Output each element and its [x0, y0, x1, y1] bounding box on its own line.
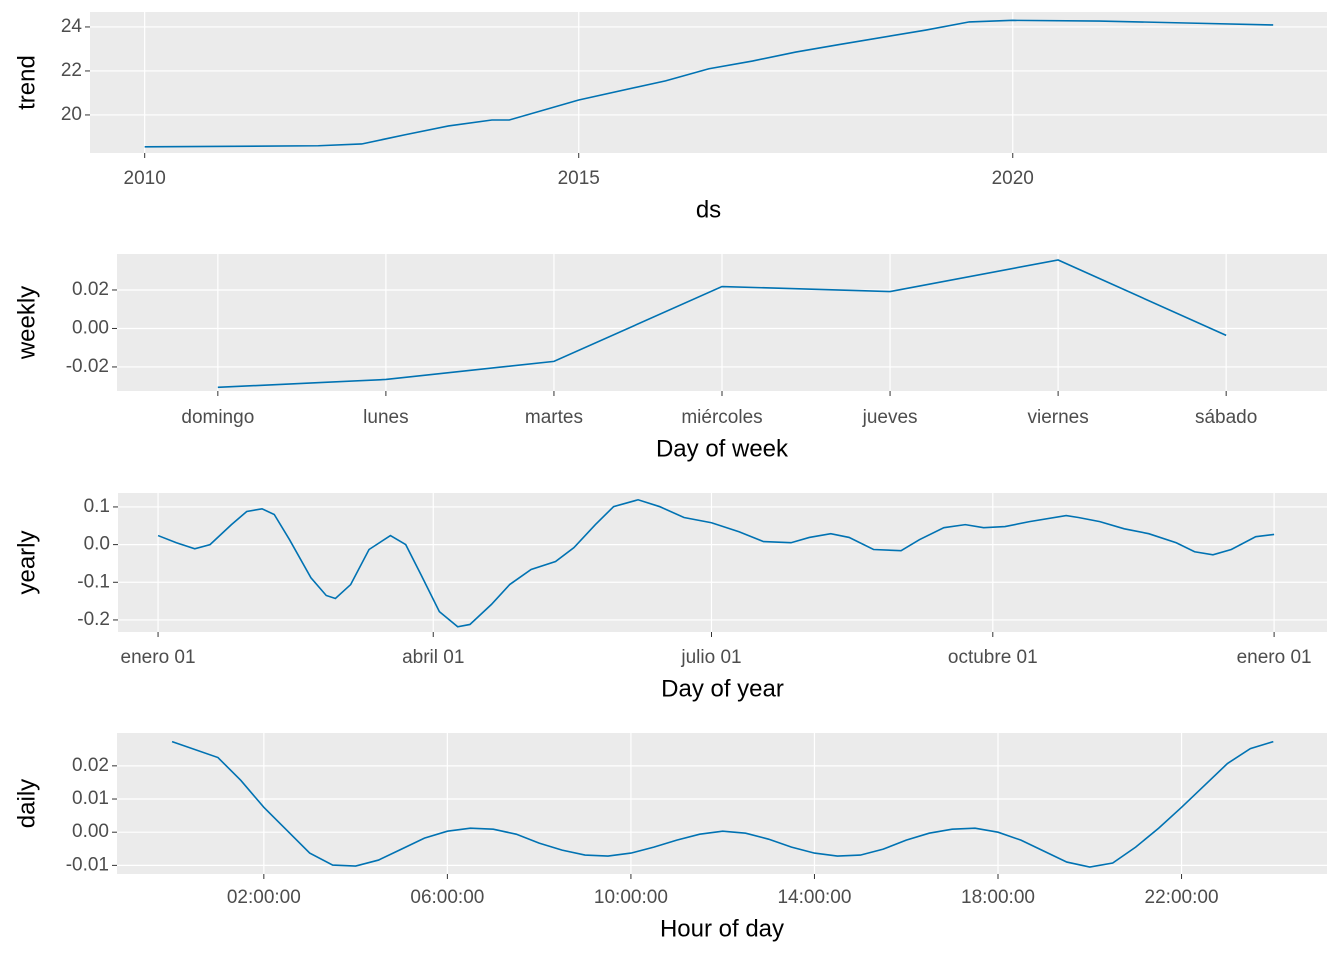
- y-tick-label: 0.00: [72, 317, 109, 338]
- x-tick-label: miércoles: [681, 407, 762, 428]
- trend-line: [157, 498, 1275, 628]
- x-tick-label: viernes: [1027, 407, 1088, 428]
- y-axis-title: daily: [13, 779, 40, 828]
- x-tick-label: domingo: [181, 407, 254, 428]
- y-tick-label: 0.1: [84, 496, 110, 517]
- x-tick-label: jueves: [862, 407, 918, 428]
- x-tick-label: 2010: [124, 168, 166, 189]
- x-tick-label: 18:00:00: [961, 887, 1035, 908]
- x-tick-label: martes: [525, 407, 583, 428]
- x-tick-label: sábado: [1195, 407, 1257, 428]
- y-tick-label: 24: [61, 16, 83, 37]
- panel-background: [117, 733, 1327, 874]
- x-tick-label: 02:00:00: [227, 887, 301, 908]
- x-tick-label: 14:00:00: [777, 887, 851, 908]
- panel-background: [118, 493, 1327, 632]
- x-tick-label: 10:00:00: [594, 887, 668, 908]
- x-axis-title: Day of week: [656, 435, 789, 462]
- panel-background: [90, 12, 1327, 153]
- x-tick-label: 2020: [992, 168, 1034, 189]
- x-axis-title: Hour of day: [660, 915, 784, 942]
- x-axis-title: Day of year: [661, 675, 784, 702]
- x-axis-title: ds: [696, 196, 721, 223]
- y-axis-title: weekly: [13, 286, 40, 360]
- x-tick-label: enero 01: [121, 647, 196, 668]
- y-tick-label: 0.0: [84, 534, 110, 555]
- trend-line: [144, 19, 1274, 148]
- x-tick-label: julio 01: [680, 647, 741, 668]
- y-tick-label: 20: [61, 104, 82, 125]
- y-tick-label: 0.02: [72, 279, 109, 300]
- trend-line: [171, 740, 1274, 868]
- y-axis-title: trend: [13, 55, 40, 110]
- y-tick-label: -0.2: [77, 609, 110, 630]
- y-tick-label: 0.02: [72, 755, 109, 776]
- y-tick-label: 0.00: [72, 821, 109, 842]
- y-axis-title: yearly: [13, 530, 40, 594]
- x-tick-label: lunes: [363, 407, 408, 428]
- x-tick-label: 22:00:00: [1145, 887, 1219, 908]
- x-tick-label: octubre 01: [948, 647, 1038, 668]
- x-tick-label: 06:00:00: [410, 887, 484, 908]
- y-tick-label: 22: [61, 60, 82, 81]
- y-tick-label: 0.01: [72, 788, 109, 809]
- x-tick-label: abril 01: [402, 647, 464, 668]
- y-tick-label: -0.1: [77, 571, 110, 592]
- x-tick-label: enero 01: [1237, 647, 1312, 668]
- y-tick-label: -0.01: [66, 854, 109, 875]
- x-tick-label: 2015: [558, 168, 600, 189]
- trend-line: [217, 259, 1227, 389]
- y-tick-label: -0.02: [66, 356, 109, 377]
